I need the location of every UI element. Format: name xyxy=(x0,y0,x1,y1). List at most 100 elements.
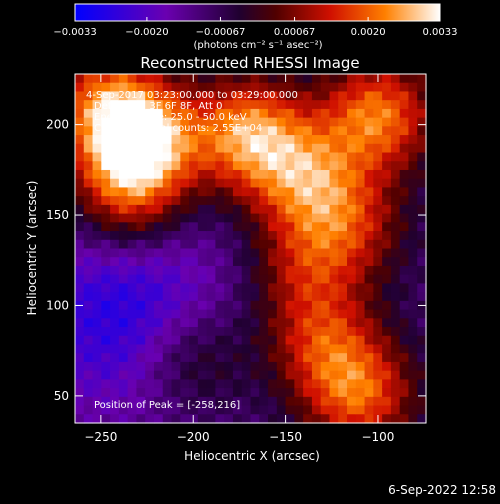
heatmap-cell xyxy=(145,91,155,101)
heatmap-cell xyxy=(347,353,357,363)
heatmap-cell xyxy=(373,248,383,258)
heatmap-cell xyxy=(136,405,146,415)
heatmap-cell xyxy=(250,231,260,241)
heatmap-cell xyxy=(390,126,401,136)
heatmap-cell xyxy=(259,178,269,189)
heatmap-cell xyxy=(259,161,269,171)
heatmap-cell xyxy=(162,353,173,363)
heatmap-cell xyxy=(110,196,120,206)
heatmap-cell xyxy=(118,379,129,389)
heatmap-cell xyxy=(355,379,366,389)
heatmap-cell xyxy=(171,108,181,119)
heatmap-cell xyxy=(101,152,111,162)
heatmap-cell xyxy=(311,396,322,407)
heatmap-cell xyxy=(118,117,129,127)
heatmap-cell xyxy=(153,335,164,346)
heatmap-cell xyxy=(171,257,181,267)
heatmap-cell xyxy=(232,388,243,398)
heatmap-cell xyxy=(136,335,146,346)
heatmap-cell xyxy=(197,196,208,206)
heatmap-cell xyxy=(197,204,208,215)
heatmap-cell xyxy=(294,231,304,241)
heatmap-cell xyxy=(162,344,173,354)
heatmap-cell xyxy=(75,204,85,215)
heatmap-cell xyxy=(162,327,173,337)
heatmap-cell xyxy=(180,353,190,363)
heatmap-cell xyxy=(83,231,94,241)
heatmap-cell xyxy=(153,248,164,258)
heatmap-cell xyxy=(408,152,418,162)
heatmap-cell xyxy=(373,108,383,119)
heatmap-cell xyxy=(224,379,234,389)
heatmap-cell xyxy=(311,82,322,93)
heatmap-cell xyxy=(311,265,322,276)
heatmap-cell xyxy=(294,257,304,267)
heatmap-cell xyxy=(294,283,304,293)
heatmap-cell xyxy=(206,248,217,258)
heatmap-cell xyxy=(259,265,269,276)
heatmap-cell xyxy=(373,309,383,319)
heatmap-cell xyxy=(153,405,164,415)
heatmap-cell xyxy=(127,91,138,101)
heatmap-cell xyxy=(303,135,313,145)
heatmap-cell xyxy=(276,161,287,171)
heatmap-cell xyxy=(75,239,85,250)
heatmap-cell xyxy=(127,327,138,337)
heatmap-cell xyxy=(215,361,225,372)
heatmap-cell xyxy=(145,108,155,119)
heatmap-cell xyxy=(355,222,366,232)
heatmap-cell xyxy=(320,152,331,162)
heatmap-cell xyxy=(347,117,357,127)
heatmap-cell xyxy=(215,143,225,154)
heatmap-cell xyxy=(250,300,260,311)
heatmap-cell xyxy=(329,344,339,354)
heatmap-cell xyxy=(408,74,418,84)
heatmap-cell xyxy=(250,222,260,232)
heatmap-cell xyxy=(189,361,199,372)
heatmap-cell xyxy=(232,396,243,407)
heatmap-cell xyxy=(127,370,138,380)
heatmap-cell xyxy=(136,283,146,293)
heatmap-cell xyxy=(232,143,243,154)
heatmap-cell xyxy=(153,379,164,389)
heatmap-cell xyxy=(285,222,295,232)
heatmap-cell xyxy=(320,213,331,223)
heatmap-cell xyxy=(373,196,383,206)
heatmap-cell xyxy=(101,283,111,293)
heatmap-cell xyxy=(303,327,313,337)
heatmap-cell xyxy=(250,248,260,258)
heatmap-cell xyxy=(276,318,287,328)
heatmap-cell xyxy=(180,379,190,389)
heatmap-cell xyxy=(224,196,234,206)
heatmap-cell xyxy=(171,318,181,328)
heatmap-cell xyxy=(417,292,427,302)
heatmap-cell xyxy=(285,91,295,101)
heatmap-cell xyxy=(189,283,199,293)
heatmap-cell xyxy=(347,213,357,223)
heatmap-cell xyxy=(241,379,252,389)
heatmap-cell xyxy=(224,248,234,258)
heatmap-cell xyxy=(373,257,383,267)
heatmap-cell xyxy=(355,91,366,101)
heatmap-cell xyxy=(373,213,383,223)
heatmap-cell xyxy=(268,361,278,372)
heatmap-cell xyxy=(162,74,173,84)
heatmap-cell xyxy=(285,344,295,354)
heatmap-cell xyxy=(408,135,418,145)
heatmap-cell xyxy=(224,292,234,302)
heatmap-cell xyxy=(145,231,155,241)
heatmap-cell xyxy=(83,309,94,319)
heatmap-cell xyxy=(241,100,252,110)
heatmap-cell xyxy=(294,239,304,250)
heatmap-cell xyxy=(136,108,146,119)
heatmap-cell xyxy=(215,187,225,197)
heatmap-cell xyxy=(118,135,129,145)
heatmap-cell xyxy=(338,405,348,415)
heatmap-cell xyxy=(399,292,410,302)
heatmap-cell xyxy=(206,265,217,276)
heatmap-cell xyxy=(127,379,138,389)
heatmap-cell xyxy=(136,239,146,250)
heatmap-cell xyxy=(390,169,401,180)
heatmap-cell xyxy=(303,169,313,180)
heatmap-cell xyxy=(294,126,304,136)
